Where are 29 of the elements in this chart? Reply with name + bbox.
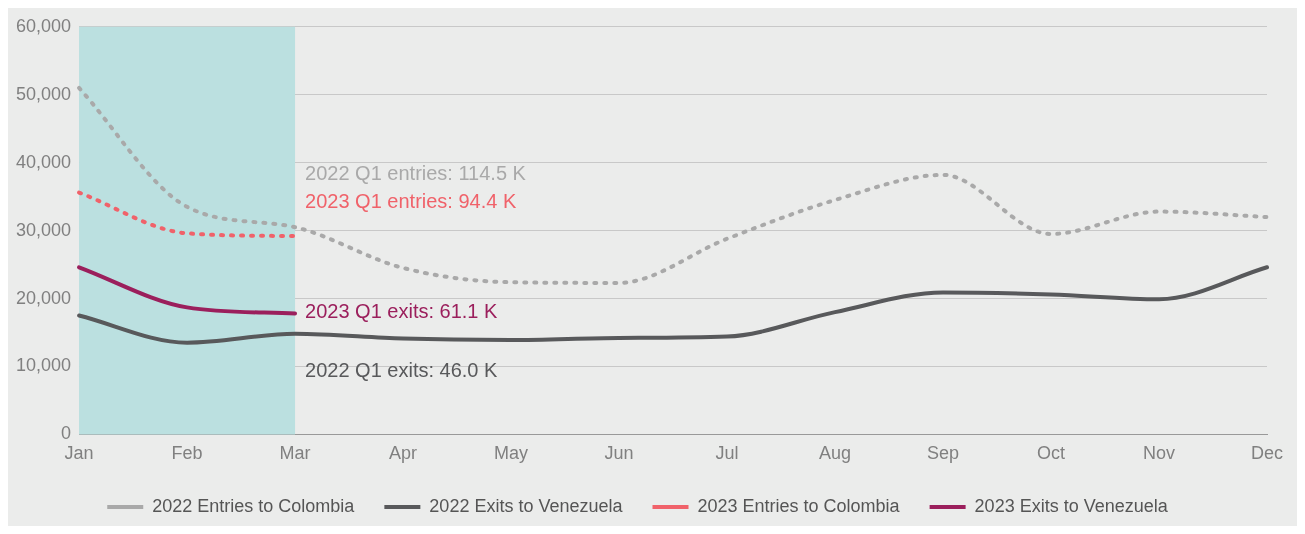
y-tick-label: 30,000 (15, 219, 72, 240)
legend-label: 2023 Exits to Venezuela (974, 495, 1169, 516)
x-tick-label: Sep (927, 443, 960, 464)
x-tick-label: Nov (1143, 443, 1176, 464)
x-tick-label: Apr (389, 443, 418, 464)
x-tick-label: May (494, 443, 529, 464)
y-tick-label: 60,000 (15, 15, 72, 36)
legend-label: 2023 Entries to Colombia (697, 495, 901, 516)
x-tick-label: Feb (171, 443, 203, 464)
annotation: 2022 Q1 entries: 114.5 K (305, 162, 527, 185)
x-tick-label: Aug (819, 443, 852, 464)
y-tick-label: 40,000 (15, 151, 72, 172)
annotation: 2023 Q1 entries: 94.4 K (305, 189, 517, 212)
y-tick-label: 50,000 (15, 83, 72, 104)
y-tick-label: 0 (61, 423, 72, 444)
line-series (77, 85, 1269, 285)
x-tick-label: Oct (1037, 443, 1066, 464)
x-tick-label: Dec (1250, 443, 1284, 464)
x-tick-label: Jan (64, 443, 94, 464)
y-tick-label: 20,000 (15, 287, 72, 308)
x-tick-label: Jul (715, 443, 739, 464)
legend-label: 2022 Entries to Colombia (152, 495, 356, 516)
x-tick-label: Jun (604, 443, 634, 464)
annotation: 2023 Q1 exits: 61.1 K (305, 299, 499, 322)
x-tick-label: Mar (279, 443, 311, 464)
line-series (77, 265, 1269, 345)
y-tick-label: 10,000 (15, 355, 72, 376)
legend-label: 2022 Exits to Venezuela (429, 495, 624, 516)
annotation: 2022 Q1 exits: 46.0 K (305, 358, 499, 381)
